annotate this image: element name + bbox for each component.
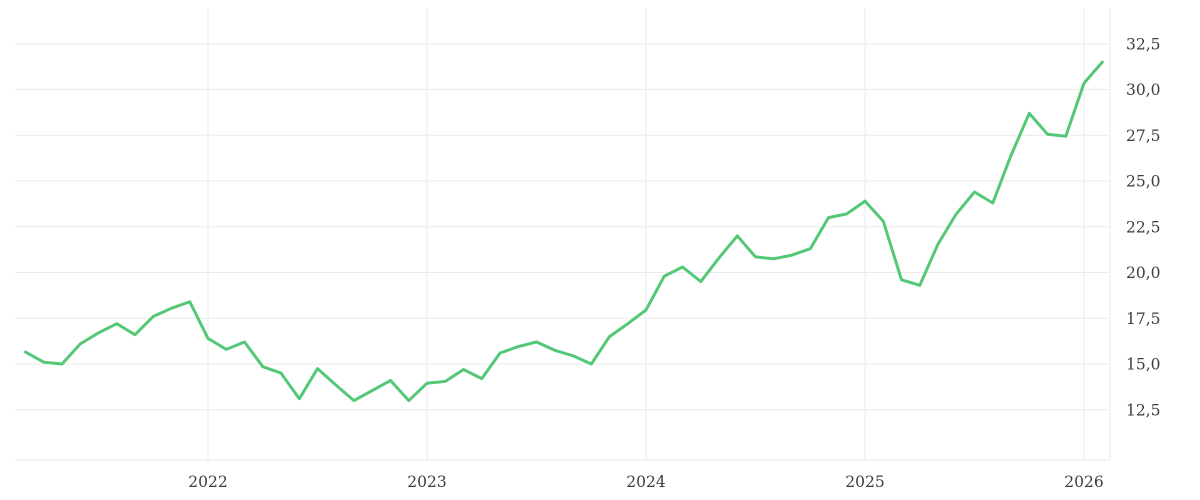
- y-tick-label: 25,0: [1126, 173, 1161, 191]
- y-tick-label: 27,5: [1126, 127, 1161, 145]
- y-tick-label: 20,0: [1126, 264, 1161, 282]
- price-line-series: [24, 60, 1104, 403]
- x-tick-label: 2025: [845, 473, 884, 491]
- y-tick-label: 30,0: [1126, 81, 1161, 99]
- x-tick-label: 2024: [626, 473, 666, 491]
- y-tick-label: 32,5: [1126, 35, 1161, 53]
- y-tick-label: 15,0: [1126, 356, 1161, 374]
- x-tick-label: 2023: [407, 473, 446, 491]
- y-tick-label: 12,5: [1126, 401, 1161, 419]
- y-tick-label: 22,5: [1126, 218, 1161, 236]
- y-tick-label: 17,5: [1126, 310, 1161, 328]
- x-tick-label: 2022: [188, 473, 227, 491]
- x-tick-label: 2026: [1064, 473, 1103, 491]
- gridlines-group: [15, 8, 1111, 461]
- x-axis-labels: 2022 2023 2024 2025 2026: [188, 473, 1103, 491]
- y-axis-labels: 32,5 30,0 27,5 25,0 22,5 20,0 17,5 15,0 12,5: [1126, 35, 1161, 419]
